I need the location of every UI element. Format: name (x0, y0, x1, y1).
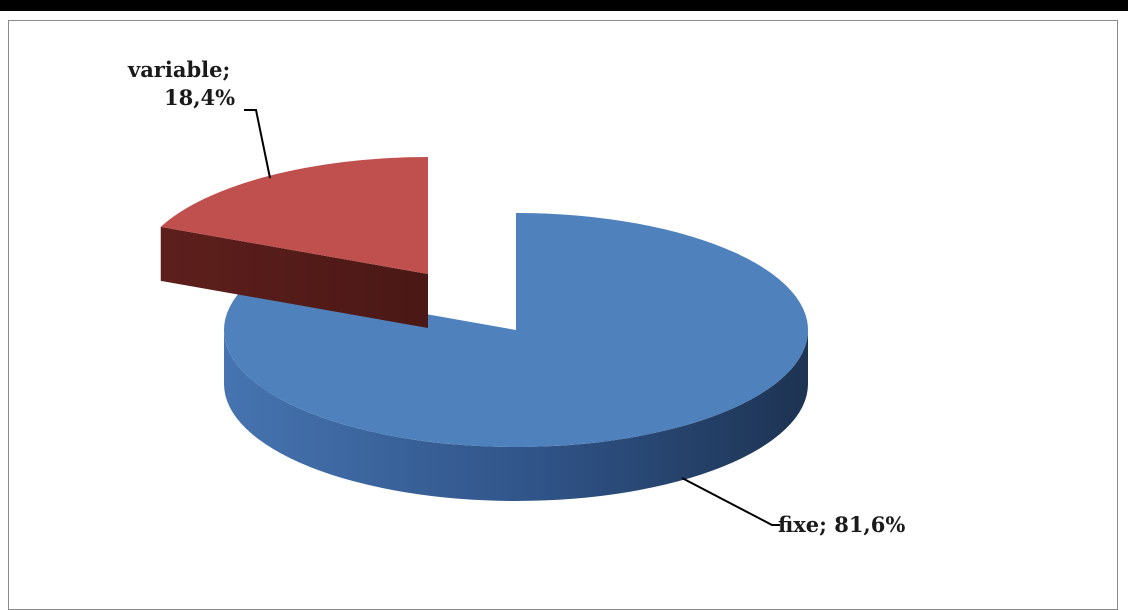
pie-slice-variable (160, 157, 428, 274)
leader-line-variable (244, 109, 271, 179)
data-label-variable-name: variable; (127, 57, 230, 82)
pie-slice-fixe (223, 213, 809, 448)
data-label-variable-value: 18,4% (164, 85, 235, 110)
leader-line-fixe (681, 477, 780, 526)
top-bar (0, 0, 1128, 11)
pie-slice-variable-side-front (160, 226, 428, 328)
pie-slice-fixe-side (224, 330, 808, 501)
data-label-fixe: fixe; 81,6% (778, 512, 905, 537)
pie-chart: variable; 18,4% fixe; 81,6% (127, 57, 905, 537)
